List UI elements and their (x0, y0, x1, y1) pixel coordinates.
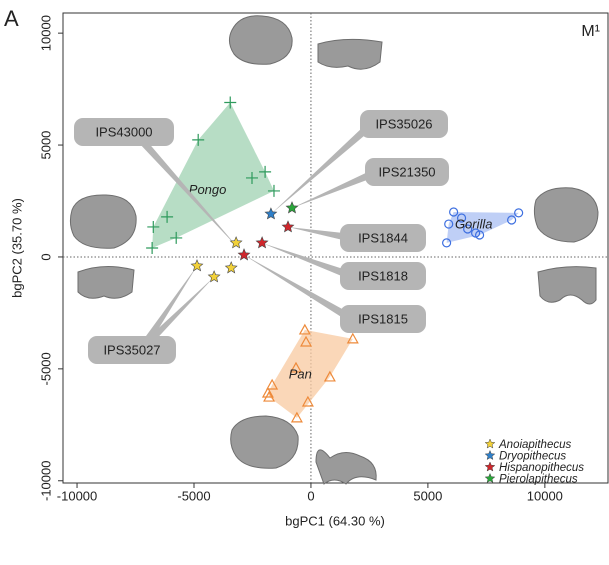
point (261, 386, 274, 398)
x-tick-label: -5000 (177, 488, 210, 503)
callout-label: IPS35026 (375, 116, 432, 131)
panel-label: A (4, 6, 19, 31)
point (285, 201, 299, 214)
point (263, 390, 276, 402)
callout-box (88, 336, 176, 364)
point (301, 395, 314, 407)
legend-marker (484, 472, 496, 484)
callout-leader (137, 266, 197, 353)
point (146, 242, 159, 254)
tooth-image (317, 38, 383, 70)
callout-label: IPS1844 (358, 230, 408, 245)
y-tick-label: 0 (38, 253, 53, 260)
point (444, 219, 454, 229)
point (170, 231, 183, 244)
point (290, 411, 303, 423)
callout-box (340, 305, 426, 333)
group-label: Pongo (189, 182, 227, 197)
group-label: Gorilla (455, 217, 493, 232)
point (346, 332, 359, 344)
callout-leader (137, 277, 214, 353)
point (147, 220, 160, 233)
callout-leader (262, 243, 354, 280)
group-hull (446, 211, 519, 243)
point (245, 171, 258, 184)
group-label: Pan (289, 366, 312, 381)
y-tick-label: -10000 (38, 461, 53, 501)
tooth-images (69, 15, 599, 485)
legend-marker (484, 438, 496, 449)
y-tick-label: -5000 (38, 352, 53, 385)
tooth-image (77, 266, 135, 299)
point (161, 210, 174, 223)
x-tick-label: 5000 (413, 488, 442, 503)
x-tick-label: -10000 (57, 488, 97, 503)
point (281, 220, 295, 233)
point (300, 335, 313, 347)
point (192, 133, 205, 146)
callout-leader (244, 255, 355, 323)
callout-box (365, 158, 449, 186)
legend-label: Anoiapithecus (498, 439, 571, 451)
point (267, 184, 280, 197)
callout-label: IPS35027 (103, 342, 160, 357)
callout-box (360, 110, 448, 138)
annotation: M¹ (581, 23, 600, 40)
tooth-image (533, 187, 599, 243)
legend-label: Pierolapithecus (499, 474, 578, 486)
tooth-image (537, 266, 597, 305)
legend-marker (484, 461, 496, 472)
point (456, 213, 467, 223)
y-tick-label: 5000 (38, 131, 53, 160)
x-tick-label: 10000 (527, 488, 563, 503)
plot-frame (62, 12, 609, 484)
callout-label: IPS43000 (95, 124, 152, 139)
callout-label: IPS1818 (358, 268, 408, 283)
point (266, 378, 279, 390)
point (237, 248, 251, 261)
point (224, 261, 238, 274)
callout-box (340, 224, 426, 252)
point (264, 207, 278, 220)
point (449, 207, 459, 217)
callout-label: IPS21350 (378, 164, 435, 179)
tooth-image (315, 449, 377, 485)
callout-box (74, 118, 174, 146)
x-axis-label: bgPC1 (64.30 %) (285, 513, 385, 528)
callout-box (340, 262, 426, 290)
x-tick-label: 0 (307, 488, 314, 503)
point (514, 208, 524, 218)
point (507, 215, 517, 225)
callout-leader (131, 129, 240, 250)
point (190, 259, 204, 272)
point (259, 165, 272, 178)
point (442, 238, 452, 248)
point (207, 270, 221, 283)
callout-leader (292, 168, 379, 208)
tooth-image (69, 194, 137, 249)
point (224, 96, 237, 109)
legend-label: Hispanopithecus (499, 462, 584, 474)
callouts: IPS43000 IPS35026 IPS21350 IPS1844 IPS1818 IP… (74, 110, 449, 364)
y-axis-label: bgPC2 (35.70 %) (9, 198, 24, 298)
point (463, 224, 473, 234)
point (289, 361, 302, 373)
point (255, 236, 269, 249)
point (298, 323, 311, 335)
callout-leader (271, 121, 375, 214)
point (323, 370, 336, 382)
callout-leader (288, 227, 353, 242)
point (229, 236, 243, 249)
legend-box (480, 435, 606, 481)
legend-marker (484, 449, 496, 461)
tooth-image (228, 15, 293, 65)
point (474, 230, 485, 240)
legend-label: Dryopithecus (499, 451, 566, 463)
group-hull (152, 102, 274, 249)
group-hull (267, 329, 353, 418)
y-tick-label: 10000 (38, 15, 53, 51)
tooth-image (230, 415, 299, 469)
callout-label: IPS1815 (358, 311, 408, 326)
